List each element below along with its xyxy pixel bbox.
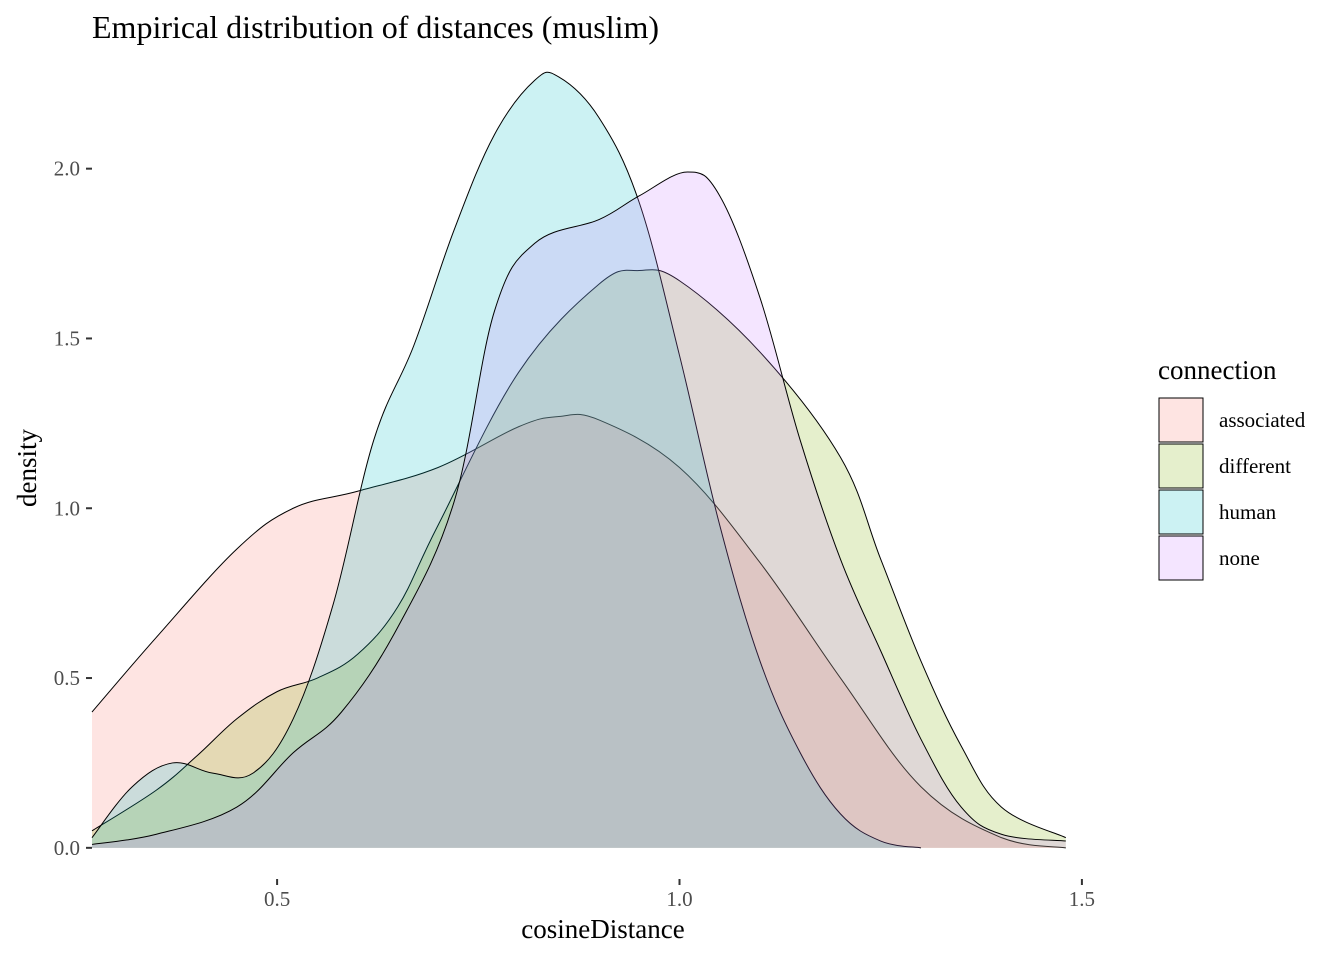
y-tick-label: 1.0 <box>54 496 80 520</box>
y-tick-label: 2.0 <box>54 157 80 181</box>
legend-key-different <box>1158 443 1204 489</box>
legend-label-none: none <box>1219 546 1260 570</box>
y-tick-label: 1.5 <box>54 326 80 350</box>
chart-title: Empirical distribution of distances (mus… <box>92 9 659 45</box>
legend-key-associated <box>1158 397 1204 443</box>
legend: connection associated different human none <box>1158 355 1306 581</box>
density-line-different <box>91 269 1067 839</box>
x-tick-label: 0.5 <box>264 887 290 911</box>
x-axis-title: cosineDistance <box>521 914 684 944</box>
legend-label-associated: associated <box>1219 408 1306 432</box>
density-area-associated <box>92 414 1066 848</box>
legend-key-human <box>1158 489 1204 535</box>
y-tick-label: 0.5 <box>54 666 80 690</box>
density-line-associated <box>91 413 1066 849</box>
y-axis-title: density <box>12 429 42 507</box>
legend-item-associated: associated <box>1158 397 1306 443</box>
density-areas <box>91 71 1067 849</box>
density-line-none <box>91 171 1066 845</box>
legend-item-none: none <box>1158 535 1260 581</box>
x-tick-label: 1.5 <box>1069 887 1095 911</box>
x-tick-label: 1.0 <box>666 887 692 911</box>
legend-label-different: different <box>1219 454 1291 478</box>
legend-key-none <box>1158 535 1204 581</box>
legend-items: associated different human none <box>1158 397 1306 581</box>
y-axis: 0.0 0.5 1.0 1.5 2.0 <box>54 157 92 860</box>
density-line-human <box>91 71 922 849</box>
legend-item-human: human <box>1158 489 1277 535</box>
legend-title: connection <box>1158 355 1277 385</box>
y-tick-label: 0.0 <box>54 836 80 860</box>
x-axis: 0.5 1.0 1.5 <box>264 879 1095 911</box>
density-area-none <box>92 172 1066 848</box>
legend-label-human: human <box>1219 500 1277 524</box>
legend-item-different: different <box>1158 443 1291 489</box>
density-area-human <box>92 72 921 848</box>
density-area-different <box>92 269 1066 848</box>
